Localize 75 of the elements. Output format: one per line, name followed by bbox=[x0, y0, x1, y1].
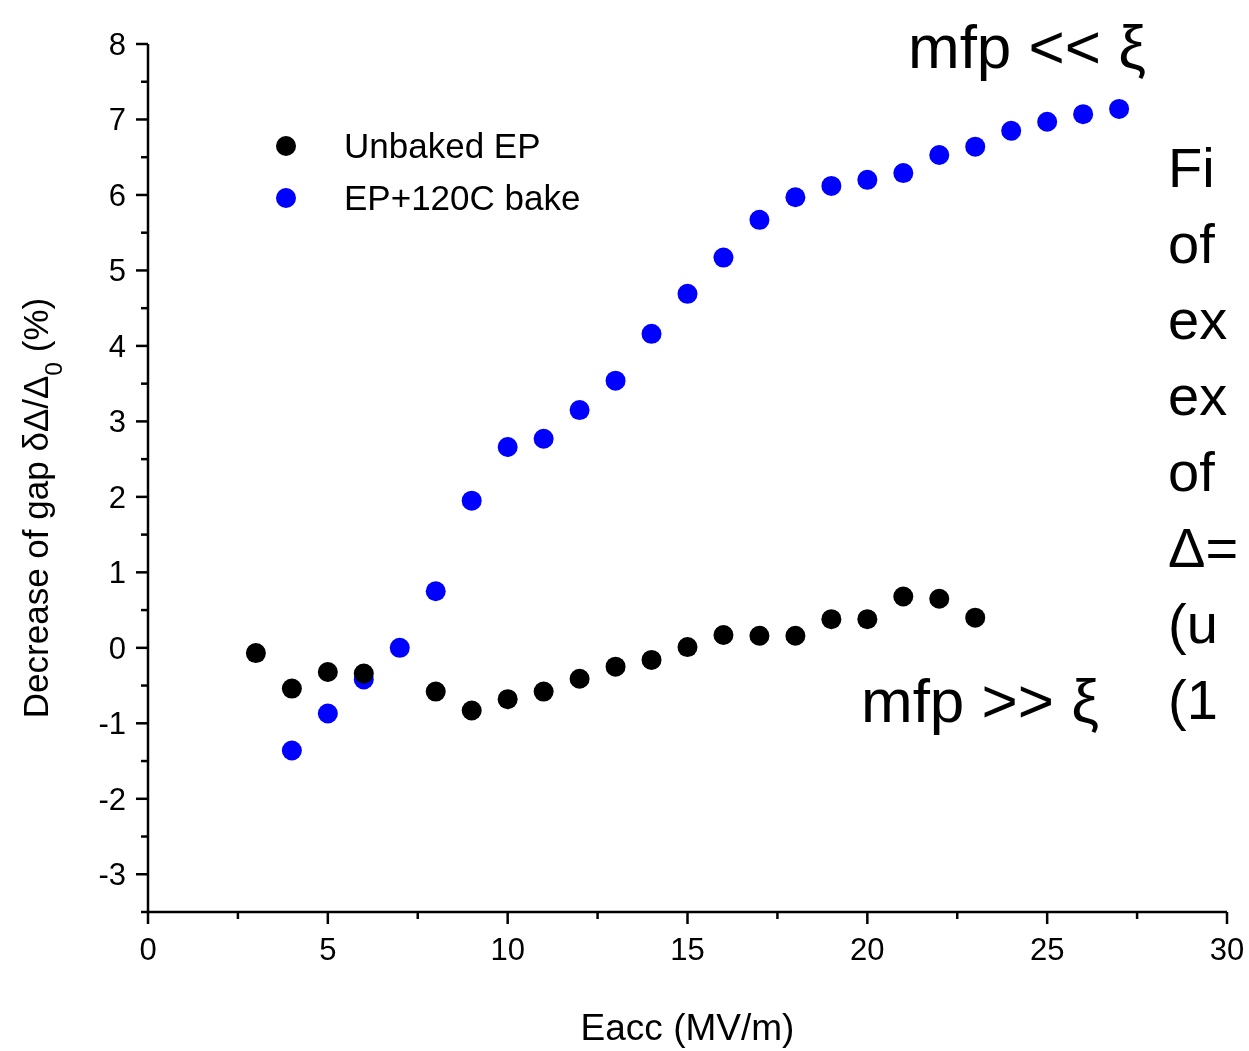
point bbox=[929, 588, 950, 609]
point bbox=[1109, 98, 1130, 119]
point bbox=[785, 625, 806, 646]
y-tick-label: -1 bbox=[98, 706, 126, 742]
x-tick-label: 5 bbox=[319, 932, 337, 967]
point bbox=[389, 637, 410, 658]
point bbox=[317, 661, 338, 682]
point bbox=[1073, 104, 1094, 125]
x-tick-label: 30 bbox=[1209, 932, 1245, 967]
y-tick-label: 3 bbox=[108, 404, 126, 440]
annotation: of bbox=[1168, 212, 1216, 275]
point bbox=[533, 681, 554, 702]
point bbox=[461, 700, 482, 721]
point bbox=[533, 428, 554, 449]
y-tick-label: -3 bbox=[98, 857, 126, 893]
point bbox=[281, 678, 302, 699]
point bbox=[677, 283, 698, 304]
point bbox=[1037, 111, 1058, 132]
point bbox=[317, 703, 338, 724]
point bbox=[569, 400, 590, 421]
point bbox=[1001, 120, 1022, 141]
y-tick-label: 7 bbox=[108, 102, 126, 138]
annotation: mfp >> ξ bbox=[861, 666, 1099, 735]
point bbox=[569, 668, 590, 689]
x-tick-label: 10 bbox=[490, 932, 525, 967]
annotation: (u bbox=[1168, 592, 1218, 655]
y-tick-label: 8 bbox=[108, 27, 126, 62]
x-axis-title: Eacc (MV/m) bbox=[580, 1007, 795, 1048]
y-tick-label: 4 bbox=[108, 328, 126, 364]
point bbox=[641, 649, 662, 670]
point bbox=[893, 163, 914, 184]
y-tick-label: 5 bbox=[108, 253, 126, 289]
y-tick-label: -2 bbox=[98, 781, 126, 817]
annotation: mfp << ξ bbox=[908, 12, 1146, 81]
point bbox=[965, 136, 986, 157]
point bbox=[713, 625, 734, 645]
x-tick-label: 15 bbox=[670, 932, 705, 967]
point bbox=[965, 607, 986, 628]
annotation: ex bbox=[1168, 288, 1228, 351]
x-tick-label: 20 bbox=[850, 932, 885, 967]
legend-label: Unbaked EP bbox=[344, 126, 541, 165]
y-tick-label: 0 bbox=[108, 630, 126, 666]
x-tick-label: 0 bbox=[139, 932, 157, 967]
point bbox=[461, 490, 482, 511]
y-tick-label: 6 bbox=[108, 177, 126, 213]
annotation: Fi bbox=[1168, 136, 1215, 199]
y-tick-label: 2 bbox=[108, 479, 126, 515]
legend-label: EP+120C bake bbox=[344, 178, 581, 217]
y-tick-label: 1 bbox=[108, 555, 126, 591]
point bbox=[749, 625, 770, 646]
point bbox=[281, 740, 302, 761]
annotation: of bbox=[1168, 440, 1216, 503]
point bbox=[857, 169, 878, 190]
point bbox=[497, 689, 518, 710]
point bbox=[821, 175, 842, 196]
x-tick-label: 25 bbox=[1029, 932, 1065, 967]
point bbox=[353, 663, 374, 684]
point bbox=[785, 187, 806, 208]
point bbox=[425, 581, 446, 602]
point bbox=[641, 323, 662, 344]
point bbox=[425, 681, 446, 702]
point bbox=[497, 437, 518, 458]
point bbox=[929, 144, 950, 165]
annotation: Δ= bbox=[1168, 516, 1239, 579]
point bbox=[713, 247, 734, 268]
point bbox=[857, 609, 878, 630]
point bbox=[605, 656, 626, 677]
point bbox=[893, 586, 914, 607]
annotation: (1 bbox=[1168, 668, 1218, 731]
point bbox=[749, 209, 770, 230]
point bbox=[677, 637, 698, 658]
point bbox=[605, 370, 626, 391]
point bbox=[821, 609, 842, 630]
point bbox=[245, 643, 266, 664]
annotation: ex bbox=[1168, 364, 1228, 427]
